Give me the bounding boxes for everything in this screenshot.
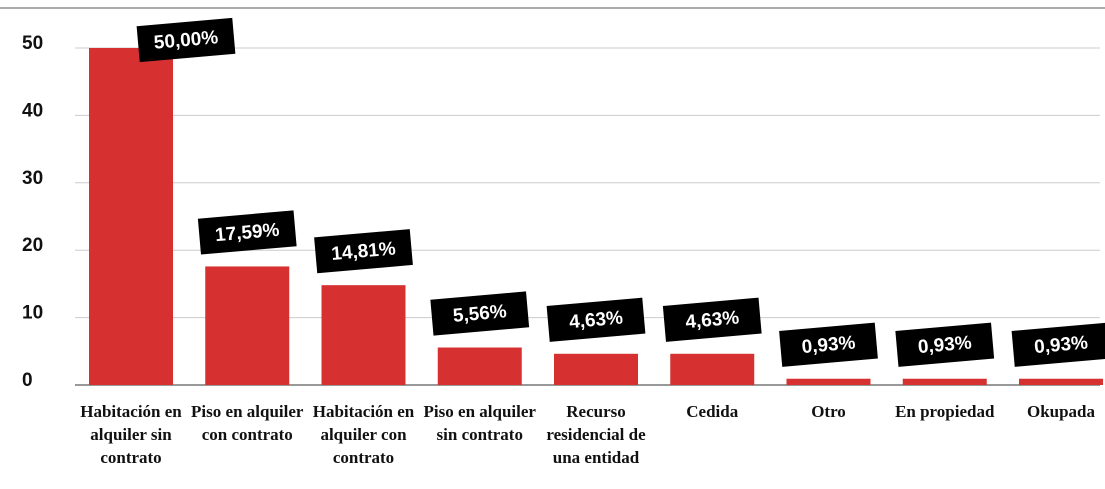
value-label-text: 0,93% xyxy=(917,332,973,358)
value-label: 4,63% xyxy=(662,297,762,342)
value-label-bg xyxy=(779,322,878,367)
bar xyxy=(321,285,406,385)
bar xyxy=(205,266,290,385)
x-tick-label: Habitación en alquiler con contrato xyxy=(312,402,415,467)
x-tick-label: Okupada xyxy=(1026,402,1096,421)
value-label: 14,81% xyxy=(314,229,413,274)
value-label-bg xyxy=(895,322,995,367)
bar xyxy=(89,48,173,385)
x-tick-label: Piso en alquiler sin contrato xyxy=(423,402,536,444)
y-tick-label: 20 xyxy=(22,235,43,256)
bar xyxy=(554,353,638,385)
value-label-text: 0,93% xyxy=(801,332,857,358)
x-tick-label: Piso en alquiler con contrato xyxy=(191,402,304,444)
value-label: 4,63% xyxy=(546,297,646,342)
value-label: 0,93% xyxy=(895,322,995,367)
value-label-bg xyxy=(197,210,297,255)
y-tick-label: 30 xyxy=(22,168,43,189)
bar xyxy=(670,353,755,385)
y-tick-label: 40 xyxy=(22,100,43,121)
y-tick-label: 50 xyxy=(22,33,43,54)
bar xyxy=(437,347,522,385)
value-label: 0,93% xyxy=(1011,322,1105,367)
value-label-bg xyxy=(430,291,530,336)
value-label-bg xyxy=(136,17,236,63)
value-label: 17,59% xyxy=(197,210,297,255)
y-tick-label: 10 xyxy=(22,303,43,324)
value-label-text: 0,93% xyxy=(1033,332,1089,358)
value-label-text: 4,63% xyxy=(568,307,624,333)
value-label-bg xyxy=(546,297,646,342)
value-label-text: 4,63% xyxy=(685,307,741,333)
value-label-bg xyxy=(314,229,413,274)
value-label: 50,00% xyxy=(136,17,236,63)
x-tick-label: Recurso residencial de una entidad xyxy=(546,402,646,467)
value-label-bg xyxy=(662,297,762,342)
x-tick-label: En propiedad xyxy=(895,402,995,421)
value-label-bg xyxy=(1011,322,1105,367)
bar xyxy=(902,378,987,385)
bar xyxy=(1019,378,1103,385)
value-label: 5,56% xyxy=(430,291,530,336)
x-tick-label: Cedida xyxy=(686,402,739,421)
x-tick-label: Otro xyxy=(811,402,846,421)
y-tick-label: 0 xyxy=(22,370,33,391)
x-tick-label: Habitación en alquiler sin contrato xyxy=(80,402,182,467)
value-label-text: 5,56% xyxy=(452,301,508,327)
value-label: 0,93% xyxy=(779,322,878,367)
bar xyxy=(786,378,871,385)
